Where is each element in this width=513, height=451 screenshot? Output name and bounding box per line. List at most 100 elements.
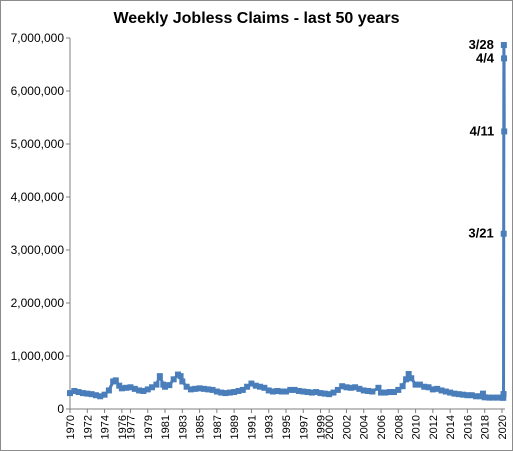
y-tick-label: 5,000,000 bbox=[11, 137, 65, 151]
x-tick-label: 1970 bbox=[65, 415, 77, 439]
data-point bbox=[123, 384, 130, 391]
data-point bbox=[149, 384, 156, 391]
data-point bbox=[71, 387, 78, 394]
data-point bbox=[257, 383, 264, 390]
annotation-label: 4/4 bbox=[476, 50, 495, 65]
data-point bbox=[84, 390, 91, 397]
annotation-label: 3/28 bbox=[469, 37, 494, 52]
data-point bbox=[274, 387, 281, 394]
data-point bbox=[429, 386, 436, 393]
annotation-layer: 3/284/4 4/11 3/21 bbox=[468, 37, 494, 241]
data-point bbox=[105, 387, 112, 394]
data-point bbox=[479, 390, 486, 397]
data-point bbox=[92, 392, 99, 399]
x-tick-label: 1985 bbox=[195, 415, 207, 439]
x-tick-label: 1989 bbox=[229, 415, 241, 439]
x-tick-label: 2010 bbox=[411, 415, 423, 439]
data-point bbox=[209, 386, 216, 393]
x-tick-label: 1977 bbox=[125, 415, 137, 439]
data-point bbox=[140, 387, 147, 394]
y-tick-labels: 0 1,000,000 2,000,000 3,000,000 4,000,000 5,0… bbox=[11, 31, 70, 416]
data-point bbox=[395, 386, 402, 393]
x-tick-label: 2008 bbox=[393, 415, 405, 439]
data-point bbox=[494, 394, 501, 401]
data-point bbox=[295, 387, 302, 394]
data-point bbox=[425, 384, 432, 391]
data-point bbox=[405, 371, 412, 378]
data-point bbox=[390, 389, 397, 396]
data-point bbox=[500, 391, 507, 398]
data-point bbox=[153, 381, 160, 388]
x-tick-label: 1981 bbox=[160, 415, 172, 439]
data-point bbox=[75, 389, 82, 396]
data-point bbox=[235, 387, 242, 394]
data-point bbox=[270, 388, 277, 395]
data-point bbox=[500, 230, 507, 237]
data-point bbox=[330, 389, 337, 396]
data-point bbox=[300, 388, 307, 395]
data-point bbox=[468, 392, 475, 399]
data-point bbox=[282, 388, 289, 395]
data-point bbox=[365, 387, 372, 394]
x-tick-label: 1991 bbox=[246, 415, 258, 439]
data-point bbox=[403, 376, 410, 383]
data-point bbox=[501, 128, 508, 135]
data-point bbox=[382, 389, 389, 396]
data-point bbox=[218, 389, 225, 396]
data-point bbox=[490, 394, 497, 401]
data-point bbox=[187, 386, 194, 393]
data-point bbox=[473, 393, 480, 400]
data-point bbox=[447, 389, 454, 396]
data-point bbox=[112, 377, 119, 384]
data-point bbox=[97, 393, 104, 400]
x-tick-label: 2016 bbox=[462, 415, 474, 439]
data-point bbox=[455, 391, 462, 398]
data-point bbox=[356, 385, 363, 392]
data-point bbox=[460, 391, 467, 398]
x-tick-label: 2002 bbox=[341, 415, 353, 439]
data-point bbox=[386, 389, 393, 396]
x-tick-label: 2004 bbox=[359, 415, 371, 439]
x-tick-label: 1974 bbox=[100, 415, 112, 439]
data-point bbox=[177, 373, 184, 380]
data-point bbox=[226, 389, 233, 396]
data-point bbox=[339, 383, 346, 390]
y-tick-label: 3,000,000 bbox=[11, 243, 65, 257]
data-point bbox=[334, 386, 341, 393]
x-tick-label: 2012 bbox=[428, 415, 440, 439]
x-tick-label: 1997 bbox=[298, 415, 310, 439]
x-tick-label: 1987 bbox=[212, 415, 224, 439]
data-point bbox=[131, 385, 138, 392]
series-line bbox=[69, 43, 506, 400]
data-point bbox=[313, 389, 320, 396]
data-point bbox=[244, 383, 251, 390]
data-point bbox=[196, 385, 203, 392]
data-point bbox=[248, 380, 255, 387]
x-tick-label: 2000 bbox=[324, 415, 336, 439]
y-tick-label: 6,000,000 bbox=[11, 84, 65, 98]
data-point bbox=[321, 390, 328, 397]
x-tick-label: 1993 bbox=[264, 415, 276, 439]
data-point bbox=[360, 387, 367, 394]
x-tick-label: 2018 bbox=[480, 415, 492, 439]
data-point bbox=[375, 384, 382, 391]
data-point bbox=[486, 394, 493, 401]
y-tick-label: 0 bbox=[57, 402, 64, 416]
data-point bbox=[205, 386, 212, 393]
annotation-label: 4/11 bbox=[470, 123, 495, 138]
data-point bbox=[79, 390, 86, 397]
data-point bbox=[501, 55, 508, 62]
data-point bbox=[222, 390, 229, 397]
data-point bbox=[287, 386, 294, 393]
data-point bbox=[442, 388, 449, 395]
data-point bbox=[183, 383, 190, 390]
data-point bbox=[192, 385, 199, 392]
data-point bbox=[369, 388, 376, 395]
chart-title: Weekly Jobless Claims - last 50 years bbox=[113, 10, 400, 27]
x-tick-label: 2006 bbox=[376, 415, 388, 439]
data-point bbox=[412, 381, 419, 388]
data-point bbox=[291, 386, 298, 393]
data-point bbox=[88, 391, 95, 398]
